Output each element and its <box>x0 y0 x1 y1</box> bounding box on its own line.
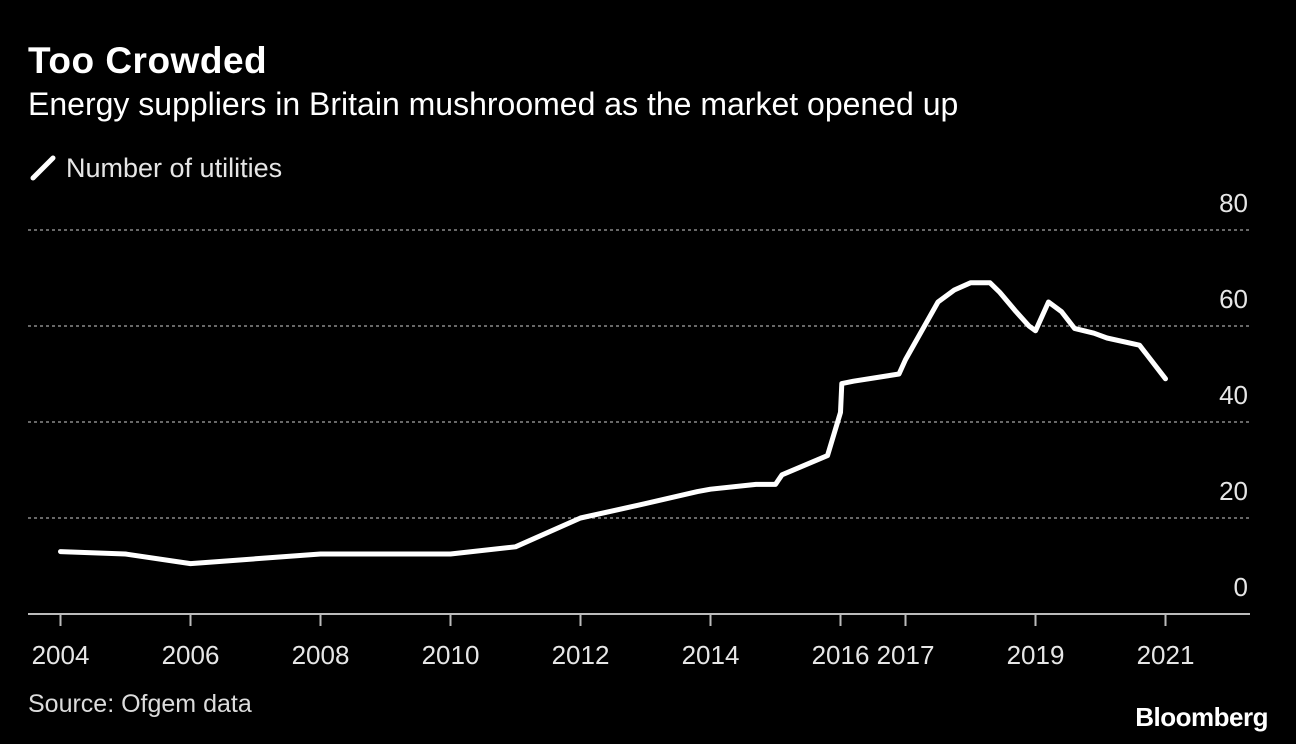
x-tick-label: 2008 <box>292 640 350 670</box>
y-tick-label: 80 <box>1219 188 1248 218</box>
y-tick-label: 40 <box>1219 380 1248 410</box>
y-tick-label: 0 <box>1234 572 1248 602</box>
series-layer <box>58 280 1168 567</box>
brand-logo: Bloomberg <box>1135 702 1268 732</box>
legend-label: Number of utilities <box>66 152 283 183</box>
x-tick-label: 2019 <box>1007 640 1065 670</box>
y-axis-ticks: 0 20 40 60 80 <box>1219 188 1248 602</box>
x-axis: 2004 2006 2008 2010 2012 2014 2016 2017 2019 2021 <box>28 613 1250 670</box>
y-tick-label: 60 <box>1219 284 1248 314</box>
x-tick-label: 2004 <box>32 640 90 670</box>
legend: Number of utilities <box>30 150 282 186</box>
x-tick-label: 2010 <box>422 640 480 670</box>
legend-swatch-icon <box>30 155 56 181</box>
source-note: Source: Ofgem data <box>28 690 252 718</box>
x-tick-label: 2021 <box>1137 640 1195 670</box>
series-line <box>58 280 1168 567</box>
chart-subtitle: Energy suppliers in Britain mushroomed a… <box>28 86 959 122</box>
y-tick-label: 20 <box>1219 476 1248 506</box>
chart-title: Too Crowded <box>28 40 268 81</box>
x-tick-label: 2012 <box>552 640 610 670</box>
grid-layer <box>28 229 1250 519</box>
x-tick-label: 2017 <box>877 640 935 670</box>
x-tick-label: 2016 <box>812 640 870 670</box>
x-tick-label: 2006 <box>162 640 220 670</box>
x-tick-label: 2014 <box>682 640 740 670</box>
